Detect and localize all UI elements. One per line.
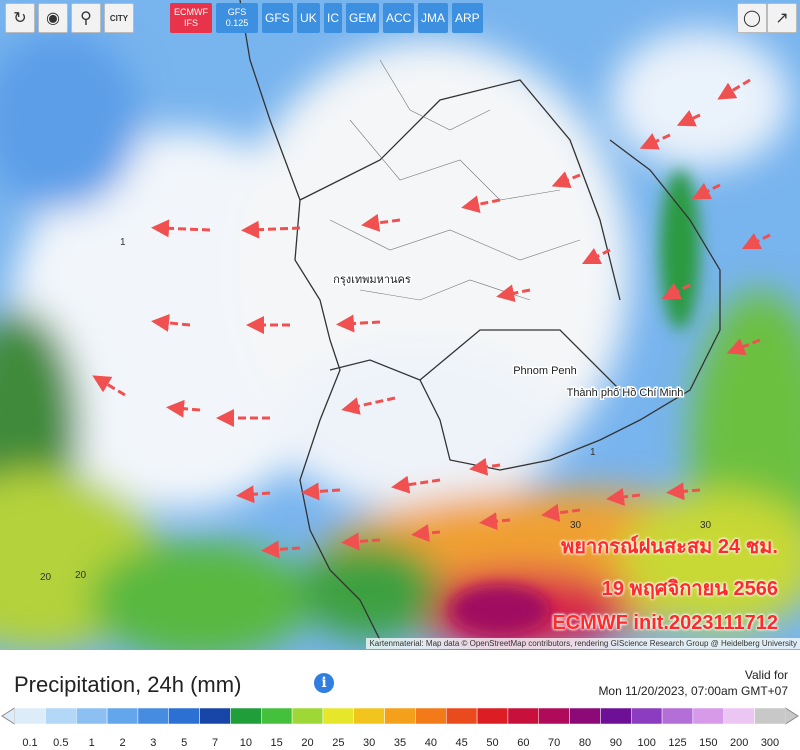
overlay-line: ECMWF init.2023111712	[552, 612, 778, 634]
settings-button[interactable]: ◯	[737, 3, 767, 33]
model-button[interactable]: GFS 0.125	[216, 3, 258, 33]
scale-label: 60	[517, 737, 529, 749]
scale-cell	[507, 707, 539, 725]
scale-label: 300	[761, 737, 779, 749]
overlay-line: 19 พฤศจิกายน 2566	[601, 578, 778, 600]
model-button[interactable]: ARP	[452, 3, 483, 33]
valid-time: Mon 11/20/2023, 07:00am GMT+07	[598, 684, 788, 698]
city-button[interactable]: CITY	[104, 3, 134, 33]
scale-cell	[14, 707, 46, 725]
scale-cell	[600, 707, 632, 725]
scale-arrow-right	[784, 707, 799, 725]
overlay-line: พยากรณ์ฝนสะสม 24 ชม.	[561, 536, 778, 558]
scale-cell	[754, 707, 786, 725]
city-label: CITY	[109, 13, 129, 23]
scale-cell	[384, 707, 416, 725]
scale-cell	[261, 707, 293, 725]
scale-label: 90	[610, 737, 622, 749]
legend-title: Precipitation, 24h (mm)	[14, 672, 242, 697]
color-scale: 0.1 0.5 1 2 3 5 7 10 15 20 25 30 35 40 45 50 60 70 80 90 100…	[1, 707, 799, 749]
scale-label: 0.5	[53, 737, 68, 749]
place-label: Phnom Penh	[513, 365, 577, 377]
scale-cell	[106, 707, 139, 725]
scale-cell	[137, 707, 170, 725]
scale-label: 15	[271, 737, 283, 749]
attribution: Kartenmaterial: Map data © OpenStreetMap…	[366, 638, 800, 649]
svg-text:30: 30	[570, 520, 582, 531]
scale-cell	[199, 707, 231, 725]
scale-label: 40	[425, 737, 437, 749]
svg-text:30: 30	[700, 520, 712, 531]
scale-label: 200	[730, 737, 748, 749]
scale-cell	[446, 707, 478, 725]
svg-text:1: 1	[590, 447, 596, 458]
scale-label: 70	[548, 737, 560, 749]
place-label: Thành phố Hồ Chí Minh	[567, 387, 684, 399]
scale-cell	[76, 707, 108, 725]
scale-cell	[723, 707, 755, 725]
svg-text:20: 20	[75, 570, 87, 581]
model-button[interactable]: ACC	[383, 3, 415, 33]
locate-button[interactable]: ◉	[38, 3, 68, 33]
scale-label: 35	[394, 737, 406, 749]
scale-label: 5	[181, 737, 187, 749]
scale-label: 50	[486, 737, 498, 749]
svg-text:20: 20	[40, 572, 52, 583]
scale-arrow-left	[1, 707, 16, 725]
scale-label: 2	[119, 737, 125, 749]
scale-label: 20	[301, 737, 313, 749]
scale-label: 10	[240, 737, 252, 749]
valid-label: Valid for	[744, 668, 788, 682]
scale-label: 0.1	[22, 737, 37, 749]
zoom-button[interactable]: ⚲	[71, 3, 101, 33]
model-button[interactable]: GEM	[346, 3, 380, 33]
scale-label: 3	[150, 737, 156, 749]
scale-label: 30	[363, 737, 375, 749]
weather-map[interactable]: 1 20 20 30 30 1 กรุงเทพมหานคร Phnom Penh Thành…	[0, 0, 800, 650]
scale-label: 1	[89, 737, 95, 749]
model-button[interactable]: ECMWF IFS	[170, 3, 212, 33]
svg-text:1: 1	[120, 237, 126, 248]
scale-cell	[415, 707, 447, 725]
scale-label: 125	[668, 737, 686, 749]
scale-cell	[538, 707, 570, 725]
refresh-button[interactable]: ↻	[5, 3, 35, 33]
scale-cell	[631, 707, 663, 725]
scale-cell	[353, 707, 385, 725]
info-button[interactable]: i	[314, 673, 334, 693]
scale-cell	[661, 707, 694, 725]
scale-label: 150	[699, 737, 717, 749]
scale-cell	[168, 707, 200, 725]
scale-cell	[45, 707, 77, 725]
scale-cell	[476, 707, 509, 725]
scale-label: 100	[637, 737, 655, 749]
scale-cell	[569, 707, 601, 725]
model-button[interactable]: UK	[297, 3, 320, 33]
place-label: กรุงเทพมหานคร	[333, 274, 411, 286]
scale-label: 7	[212, 737, 218, 749]
share-button[interactable]: ↗	[767, 3, 797, 33]
scale-label: 25	[332, 737, 344, 749]
scale-cell	[322, 707, 354, 725]
model-button[interactable]: JMA	[418, 3, 448, 33]
scale-cell	[230, 707, 262, 725]
scale-cell	[291, 707, 324, 725]
scale-label: 80	[579, 737, 591, 749]
model-button[interactable]: GFS	[262, 3, 293, 33]
scale-label: 45	[456, 737, 468, 749]
scale-cell	[692, 707, 725, 725]
model-button[interactable]: IC	[324, 3, 342, 33]
